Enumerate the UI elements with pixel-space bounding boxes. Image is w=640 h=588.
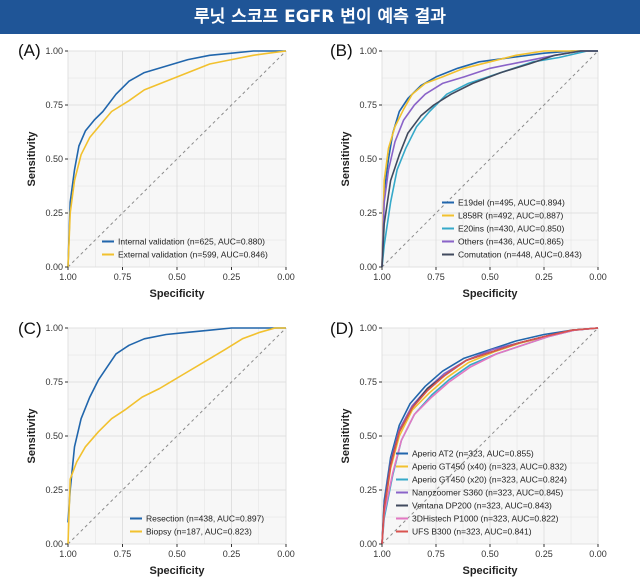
x-tick-label: 0.25	[223, 272, 241, 282]
x-tick-label: 0.75	[427, 549, 445, 559]
x-tick-label: 0.25	[535, 549, 553, 559]
x-tick-label: 0.25	[223, 549, 241, 559]
x-tick-label: 0.75	[114, 549, 132, 559]
y-tick-label: 0.50	[359, 431, 377, 441]
roc-panel-1: 1.00 0.75 0.50 0.25 0.00 0.00 0.25 0.50 0.75 1.00…	[18, 41, 295, 300]
x-axis-title: Specificity	[149, 565, 205, 577]
legend-label-3: E20ins (n=430, AUC=0.850)	[458, 224, 564, 234]
x-tick-label: 0.75	[114, 272, 132, 282]
roc-figure: 1.00 0.75 0.50 0.25 0.00 0.00 0.25 0.50 0.75 1.00…	[18, 41, 607, 577]
title-banner: 루닛 스코프 EGFR 변이 예측 결과	[0, 0, 640, 34]
x-tick-label: 0.00	[589, 272, 607, 282]
y-tick-label: 0.00	[359, 539, 377, 549]
x-tick-label: 0.50	[481, 549, 499, 559]
y-tick-label: 1.00	[359, 46, 377, 56]
roc-curve-2	[67, 327, 286, 545]
y-tick-label: 0.25	[45, 208, 63, 218]
legend-label-1: E19del (n=495, AUC=0.894)	[458, 198, 565, 208]
x-axis-title: Specificity	[462, 288, 518, 300]
roc-curve-2	[67, 50, 287, 268]
y-tick-label: 0.00	[45, 539, 63, 549]
y-tick-label: 0.50	[359, 154, 377, 164]
y-tick-label: 0.75	[45, 377, 63, 387]
y-tick-label: 0.00	[359, 262, 377, 272]
x-tick-label: 0.50	[481, 272, 499, 282]
page-title: 루닛 스코프 EGFR 변이 예측 결과	[194, 7, 446, 27]
x-tick-label: 1.00	[373, 549, 391, 559]
legend-label-2: External validation (n=599, AUC=0.846)	[118, 250, 268, 260]
roc-curve-5	[381, 50, 598, 268]
x-axis-title: Specificity	[149, 288, 205, 300]
y-axis-title: Sensitivity	[340, 408, 352, 464]
roc-curve-6	[381, 327, 599, 545]
x-tick-label: 1.00	[59, 549, 77, 559]
roc-curve-1	[67, 50, 286, 268]
x-tick-label: 1.00	[59, 272, 77, 282]
roc-curve-1	[67, 327, 286, 523]
x-tick-label: 1.00	[373, 272, 391, 282]
y-tick-label: 0.00	[45, 262, 63, 272]
legend-label-1: Aperio AT2 (n=323, AUC=0.855)	[412, 449, 534, 459]
y-tick-label: 0.75	[359, 377, 377, 387]
y-tick-label: 1.00	[45, 46, 63, 56]
x-tick-label: 0.50	[168, 549, 186, 559]
legend-label-2: Biopsy (n=187, AUC=0.823)	[146, 527, 252, 537]
reference-diagonal	[381, 50, 599, 268]
roc-curve-2	[381, 50, 598, 268]
panel-label: (D)	[330, 319, 354, 338]
x-tick-label: 0.00	[277, 549, 295, 559]
y-axis-title: Sensitivity	[26, 131, 38, 187]
y-tick-label: 1.00	[45, 323, 63, 333]
roc-panel-3: 1.00 0.75 0.50 0.25 0.00 0.00 0.25 0.50 0.75 1.00…	[18, 319, 295, 577]
roc-curve-1	[381, 50, 598, 268]
legend-label-3: Aperio GT450 (x20) (n=323, AUC=0.824)	[412, 475, 567, 485]
x-tick-label: 0.75	[427, 272, 445, 282]
y-tick-label: 0.75	[45, 100, 63, 110]
y-tick-label: 0.50	[45, 431, 63, 441]
legend-label-1: Internal validation (n=625, AUC=0.880)	[118, 237, 265, 247]
reference-diagonal	[381, 327, 599, 545]
roc-curve-1	[381, 327, 599, 545]
legend-label-6: 3DHistech P1000 (n=323, AUC=0.822)	[412, 514, 559, 524]
y-tick-label: 0.50	[45, 154, 63, 164]
panel-label: (B)	[330, 41, 353, 60]
y-tick-label: 0.75	[359, 100, 377, 110]
x-tick-label: 0.00	[277, 272, 295, 282]
x-tick-label: 0.00	[589, 549, 607, 559]
roc-panel-4: 1.00 0.75 0.50 0.25 0.00 0.00 0.25 0.50 0.75 1.00…	[330, 319, 607, 577]
legend-label-1: Resection (n=438, AUC=0.897)	[146, 514, 264, 524]
x-tick-label: 0.50	[168, 272, 186, 282]
legend-label-7: UFS B300 (n=323, AUC=0.841)	[412, 527, 532, 537]
x-axis-title: Specificity	[462, 565, 518, 577]
roc-curve-7	[381, 327, 599, 545]
legend-label-5: Ventana DP200 (n=323, AUC=0.843)	[412, 501, 552, 511]
roc-panel-2: 1.00 0.75 0.50 0.25 0.00 0.00 0.25 0.50 0.75 1.00…	[330, 41, 607, 300]
y-axis-title: Sensitivity	[26, 408, 38, 464]
y-tick-label: 0.25	[359, 208, 377, 218]
x-tick-label: 0.25	[535, 272, 553, 282]
y-tick-label: 0.25	[45, 485, 63, 495]
panel-label: (C)	[18, 319, 42, 338]
panel-label: (A)	[18, 41, 41, 60]
y-axis-title: Sensitivity	[340, 131, 352, 187]
y-tick-label: 0.25	[359, 485, 377, 495]
legend-label-5: Comutation (n=448, AUC=0.843)	[458, 250, 582, 260]
y-tick-label: 1.00	[359, 323, 377, 333]
legend-label-4: Others (n=436, AUC=0.865)	[458, 237, 564, 247]
legend-label-2: L858R (n=492, AUC=0.887)	[458, 211, 564, 221]
legend-label-2: Aperio GT450 (x40) (n=323, AUC=0.832)	[412, 462, 567, 472]
legend-label-4: Nanozoomer S360 (n=323, AUC=0.845)	[412, 488, 563, 498]
